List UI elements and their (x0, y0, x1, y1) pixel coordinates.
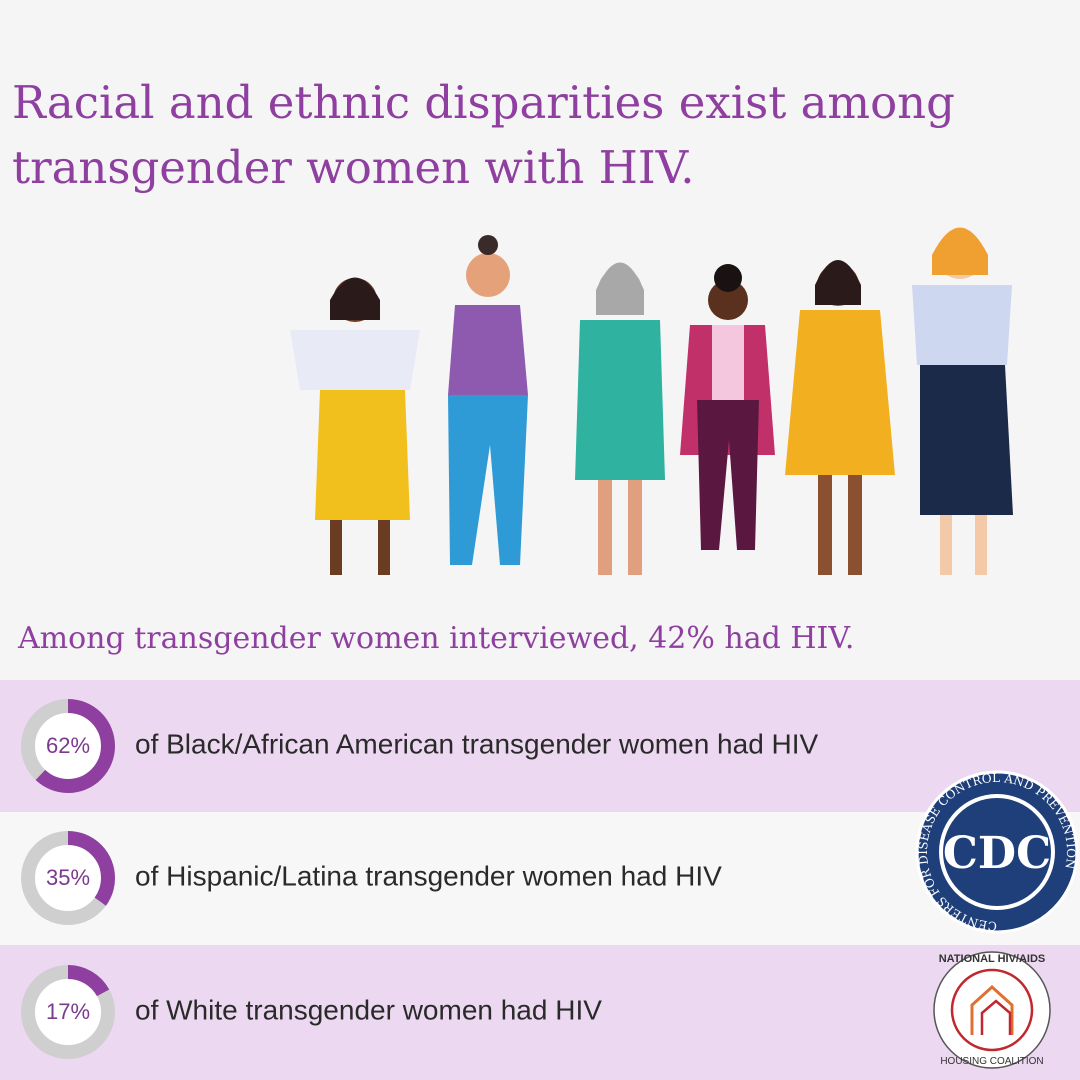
donut-label: 35% (46, 865, 90, 890)
title-line: Racial and ethnic disparities exist amon… (12, 76, 955, 129)
row-band (0, 945, 1080, 1080)
donut-arc (21, 965, 115, 1059)
cdc-logo: CENTERS FOR DISEASE CONTROL AND PREVENTI… (915, 770, 1079, 934)
donut-arc (21, 831, 115, 925)
illustration (290, 227, 1013, 575)
donut-rows: 62% of Black/African American transgender… (21, 699, 819, 1059)
cdc-text: CDC (943, 828, 1051, 879)
donut-label: 62% (46, 733, 90, 758)
coalition-bottom: HOUSING COALITION (940, 1056, 1043, 1067)
coalition-logo: NATIONAL HIV/AIDS HOUSING COALITION (933, 951, 1051, 1069)
coalition-top: NATIONAL HIV/AIDS (939, 953, 1046, 965)
row-band (0, 812, 1080, 945)
row-band (0, 680, 1080, 812)
donut-label: 17% (46, 999, 90, 1024)
row-caption: of Black/African American transgender wo… (135, 728, 819, 759)
title-line: transgender women with HIV. (12, 141, 695, 194)
row-caption: of White transgender women had HIV (135, 994, 602, 1025)
donut-arc (21, 699, 115, 793)
subtitle: Among transgender women interviewed, 42%… (17, 621, 854, 656)
row-caption: of Hispanic/Latina transgender women had… (135, 860, 722, 891)
